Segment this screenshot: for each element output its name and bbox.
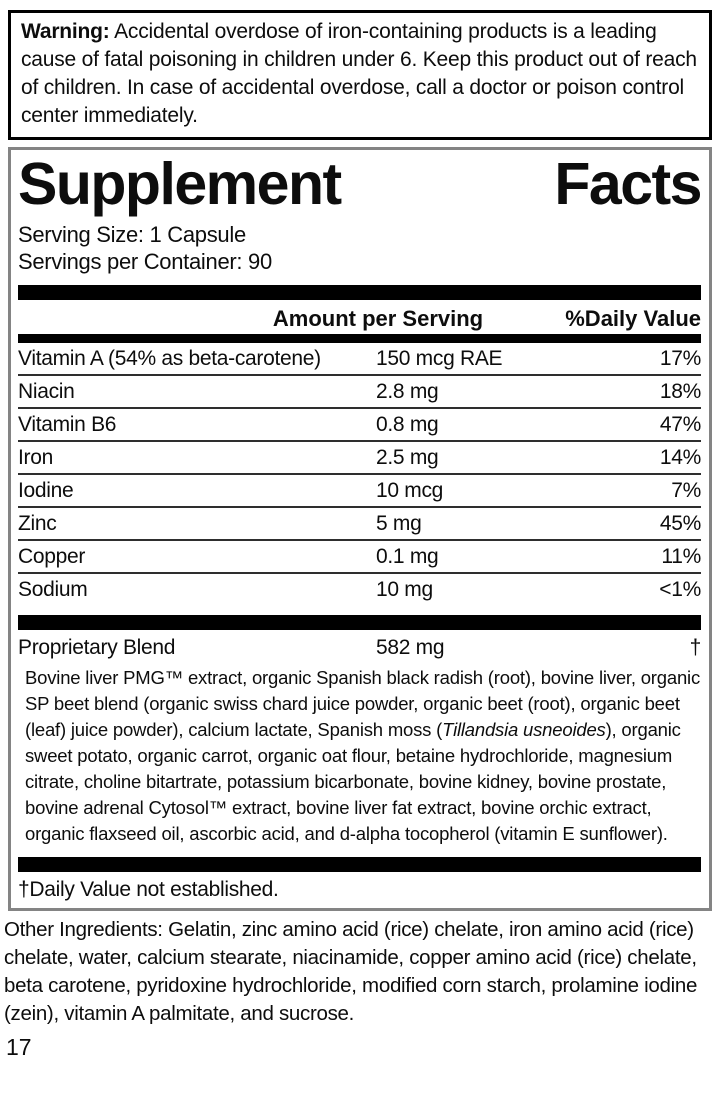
table-row: Vitamin A (54% as beta-carotene) 150 mcg…	[18, 343, 701, 376]
nutrient-name: Iron	[18, 446, 53, 469]
page-number: 17	[6, 1034, 32, 1060]
column-header-amount: Amount per Serving	[272, 306, 484, 331]
nutrient-name: Vitamin A (54% as beta-carotene)	[18, 347, 321, 370]
blend-amount: 582 mg	[376, 636, 445, 659]
divider-bar-header	[18, 334, 701, 343]
nutrient-amount: 10 mg	[376, 578, 433, 601]
nutrient-dv: 14%	[659, 446, 701, 469]
serving-size: Serving Size: 1 Capsule	[18, 222, 246, 247]
nutrient-dv: 7%	[671, 479, 701, 502]
divider-bar-top	[18, 285, 701, 300]
column-header-daily-value: %Daily Value	[565, 306, 701, 331]
nutrient-dv: 47%	[659, 413, 701, 436]
nutrient-amount: 10 mcg	[376, 479, 444, 502]
blend-description-text-cont: ), organic sweet potato, organic carrot,…	[25, 719, 681, 844]
nutrient-dv: <1%	[659, 578, 701, 601]
divider-bar-blend	[18, 615, 701, 630]
table-row: Iodine 10 mcg 7%	[18, 475, 701, 508]
table-header-row: Amount per Serving %Daily Value	[18, 300, 701, 334]
divider-bar-footnote	[18, 857, 701, 872]
warning-label: Warning:	[21, 20, 110, 43]
table-row: Sodium 10 mg <1%	[18, 574, 701, 605]
blend-description: Bovine liver PMG™ extract, organic Spani…	[18, 665, 701, 847]
nutrient-dv: 11%	[661, 545, 701, 568]
nutrient-amount: 150 mcg RAE	[376, 347, 503, 370]
nutrient-amount: 0.8 mg	[376, 413, 439, 436]
table-row: Zinc 5 mg 45%	[18, 508, 701, 541]
warning-text: Accidental overdose of iron-containing p…	[21, 20, 697, 127]
nutrient-name: Niacin	[18, 380, 75, 403]
nutrient-name: Iodine	[18, 479, 74, 502]
blend-dagger: †	[689, 636, 702, 659]
panel-title-word-2: Facts	[554, 151, 702, 217]
blend-name: Proprietary Blend	[18, 636, 176, 659]
daily-value-footnote: †Daily Value not established.	[18, 878, 279, 901]
nutrient-dv: 17%	[659, 347, 701, 370]
nutrient-dv: 18%	[659, 380, 701, 403]
warning-box: Warning: Accidental overdose of iron-con…	[8, 10, 712, 140]
nutrient-amount: 5 mg	[376, 512, 422, 535]
panel-title: Supplement Facts	[18, 151, 702, 217]
nutrient-amount: 0.1 mg	[376, 545, 439, 568]
warning-paragraph: Warning: Accidental overdose of iron-con…	[21, 18, 699, 130]
nutrient-name: Vitamin B6	[18, 413, 117, 436]
nutrient-amount: 2.5 mg	[376, 446, 439, 469]
nutrient-dv: 45%	[659, 512, 701, 535]
nutrient-name: Sodium	[18, 578, 88, 601]
nutrient-name: Copper	[18, 545, 86, 568]
servings-per-container: Servings per Container: 90	[18, 249, 272, 274]
supplement-facts-panel: Supplement Facts Serving Size: 1 Capsule…	[8, 147, 712, 911]
nutrient-name: Zinc	[18, 512, 57, 535]
other-ingredients: Other Ingredients: Gelatin, zinc amino a…	[4, 918, 698, 1025]
nutrient-rows: Vitamin A (54% as beta-carotene) 150 mcg…	[18, 343, 701, 605]
panel-title-word-1: Supplement	[18, 151, 342, 217]
blend-latin-name: Tillandsia usneoides	[442, 719, 606, 740]
label-page: Warning: Accidental overdose of iron-con…	[0, 10, 720, 1116]
blend-description-text: Bovine liver PMG™ extract, organic Spani…	[25, 667, 700, 740]
table-row: Vitamin B6 0.8 mg 47%	[18, 409, 701, 442]
table-row: Niacin 2.8 mg 18%	[18, 376, 701, 409]
proprietary-blend-row: Proprietary Blend 582 mg †	[18, 630, 701, 663]
table-row: Iron 2.5 mg 14%	[18, 442, 701, 475]
nutrient-amount: 2.8 mg	[376, 380, 439, 403]
table-row: Copper 0.1 mg 11%	[18, 541, 701, 574]
